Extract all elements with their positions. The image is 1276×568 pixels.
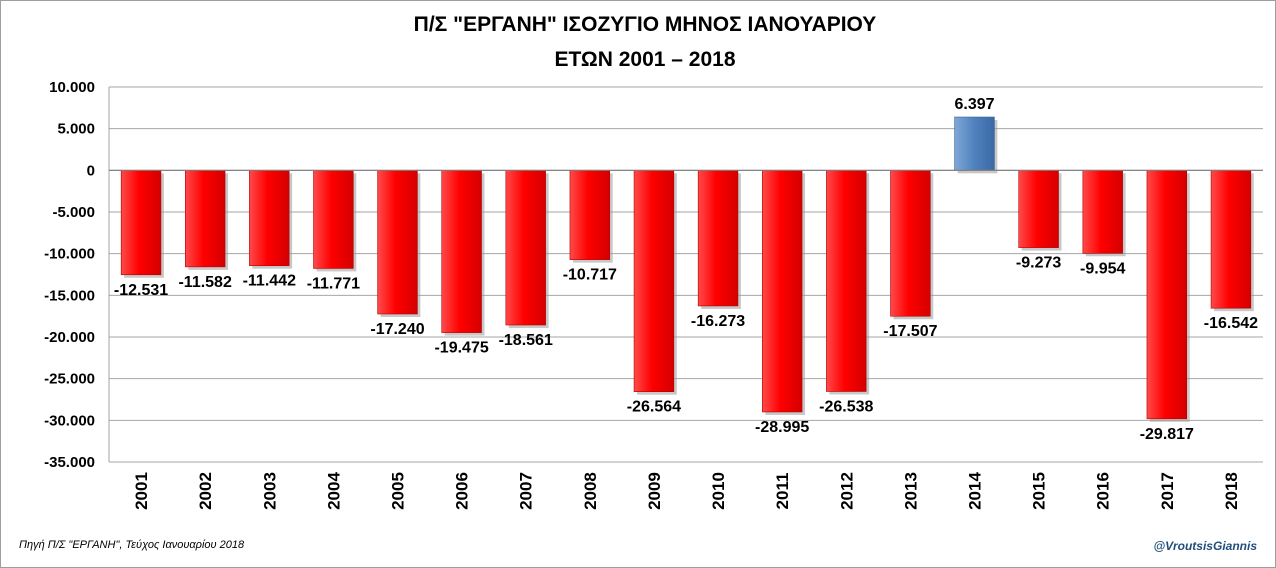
bar-2012 bbox=[826, 170, 867, 392]
data-label-2011: -28.995 bbox=[755, 419, 809, 436]
data-label-2009: -26.564 bbox=[627, 399, 681, 416]
x-tick-label-2018: 2018 bbox=[1222, 472, 1241, 510]
y-tick-label: -30.000 bbox=[44, 412, 95, 429]
bar-2006 bbox=[441, 170, 482, 333]
x-tick-label-2009: 2009 bbox=[645, 472, 664, 510]
bar-2008 bbox=[569, 170, 611, 260]
x-tick-label-2012: 2012 bbox=[837, 472, 856, 510]
bars bbox=[120, 116, 1254, 422]
x-tick-label-2016: 2016 bbox=[1094, 472, 1113, 510]
data-label-2007: -18.561 bbox=[499, 332, 553, 349]
y-tick-label: -5.000 bbox=[52, 204, 95, 221]
x-tick-label-2007: 2007 bbox=[517, 472, 536, 510]
x-tick-label-2006: 2006 bbox=[453, 472, 472, 510]
author-handle: @VroutsisGiannis bbox=[1153, 539, 1257, 553]
data-label-2013: -17.507 bbox=[883, 323, 937, 340]
bar-2004 bbox=[313, 170, 354, 269]
bar-2007 bbox=[505, 170, 546, 326]
data-label-2012: -26.538 bbox=[819, 398, 873, 415]
x-tick-label-2004: 2004 bbox=[324, 472, 343, 510]
bar-2011 bbox=[761, 170, 803, 413]
data-label-2015: -9.273 bbox=[1016, 255, 1061, 272]
x-tick-label-2015: 2015 bbox=[1030, 472, 1049, 510]
source-note: Πηγή Π/Σ "ΕΡΓΑΝΗ", Τεύχος Ιανουαρίου 201… bbox=[19, 539, 245, 551]
data-label-2014: 6.397 bbox=[954, 96, 994, 113]
x-tick-label-2002: 2002 bbox=[196, 472, 215, 510]
bar-2014 bbox=[954, 116, 995, 171]
chart-title-line-1: Π/Σ "ΕΡΓΑΝΗ" ΙΣΟΖΥΓΙΟ ΜΗΝΟΣ ΙΑΝΟΥΑΡΙΟΥ bbox=[414, 13, 877, 36]
x-tick-label-2011: 2011 bbox=[773, 473, 792, 510]
y-tick-label: -10.000 bbox=[44, 246, 95, 263]
bar-2002 bbox=[184, 170, 226, 268]
bar-2003 bbox=[249, 170, 290, 266]
y-axis-tick-labels: 10.000 5.000 0 -5.000 -10.000 -15.000 -20.000 -… bbox=[44, 79, 95, 471]
bar-2018 bbox=[1210, 170, 1252, 309]
x-tick-label-2010: 2010 bbox=[709, 472, 728, 510]
bar-2005 bbox=[377, 170, 418, 315]
bar-2010 bbox=[697, 170, 739, 307]
y-tick-label: 0 bbox=[87, 162, 95, 179]
bar-2001 bbox=[120, 170, 162, 276]
x-tick-label-2001: 2001 bbox=[132, 472, 151, 510]
bar-2017 bbox=[1146, 170, 1188, 420]
data-label-2010: -16.273 bbox=[691, 313, 745, 330]
bar-2013 bbox=[890, 170, 931, 317]
bar-2015 bbox=[1018, 170, 1059, 248]
chart-title-line-2: ΕΤΩΝ 2001 – 2018 bbox=[554, 48, 735, 71]
data-label-2006: -19.475 bbox=[434, 340, 488, 357]
y-tick-label: -25.000 bbox=[44, 371, 95, 388]
y-tick-label: -20.000 bbox=[44, 329, 95, 346]
data-label-2017: -29.817 bbox=[1140, 426, 1194, 443]
x-tick-label-2003: 2003 bbox=[260, 472, 279, 510]
data-label-2016: -9.954 bbox=[1080, 260, 1125, 277]
x-tick-label-2013: 2013 bbox=[901, 472, 920, 510]
x-tick-label-2005: 2005 bbox=[389, 472, 408, 510]
bar-2009 bbox=[633, 170, 675, 392]
data-label-2018: -16.542 bbox=[1204, 315, 1258, 332]
y-tick-label: 5.000 bbox=[57, 121, 95, 138]
bar-2016 bbox=[1082, 170, 1123, 254]
data-label-2008: -10.717 bbox=[563, 267, 617, 284]
x-tick-label-2008: 2008 bbox=[581, 472, 600, 510]
data-label-2001: -12.531 bbox=[114, 282, 168, 299]
x-axis-tick-labels: 2001 2002 2003 2004 2005 2006 2007 2008 2009 2010… bbox=[132, 472, 1241, 510]
y-tick-label: -35.000 bbox=[44, 454, 95, 471]
y-tick-label: 10.000 bbox=[49, 79, 95, 96]
y-tick-label: -15.000 bbox=[44, 287, 95, 304]
data-label-2004: -11.771 bbox=[307, 275, 360, 292]
x-tick-label-2014: 2014 bbox=[966, 472, 985, 510]
data-label-2002: -11.582 bbox=[178, 274, 231, 291]
data-label-2003: -11.442 bbox=[243, 273, 296, 290]
data-label-2005: -17.240 bbox=[370, 321, 424, 338]
x-tick-label-2017: 2017 bbox=[1158, 472, 1177, 510]
data-labels: -12.531 -11.582 -11.442 -11.771 -17.240 -19.4… bbox=[114, 96, 1258, 443]
